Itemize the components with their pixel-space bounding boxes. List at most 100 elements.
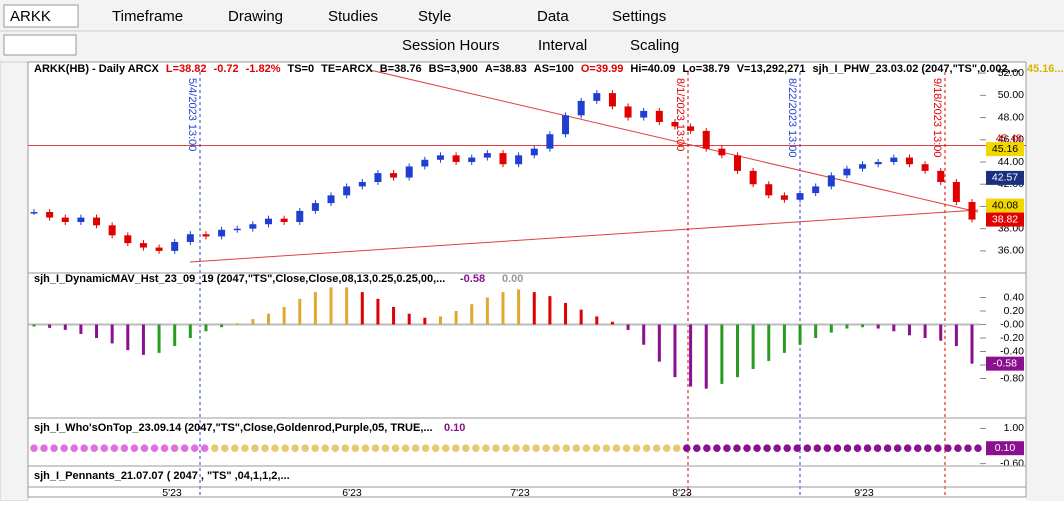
candle — [280, 218, 288, 222]
header-item: TE=ARCX — [321, 63, 373, 75]
dot — [833, 444, 842, 453]
candle — [530, 148, 538, 156]
symbol[interactable]: ARKK — [10, 8, 51, 25]
symbol-box[interactable] — [3, 4, 79, 28]
dot — [642, 444, 651, 453]
dot — [572, 444, 581, 453]
hist-bar — [517, 289, 521, 325]
dot — [823, 444, 832, 453]
hist-bar — [173, 324, 177, 347]
hist-bar — [829, 324, 833, 333]
dot — [331, 444, 340, 453]
dot — [291, 444, 299, 453]
dot — [934, 444, 942, 453]
price-tag-label: 38.82 — [992, 213, 1018, 225]
dot — [492, 444, 500, 453]
candle — [937, 170, 945, 182]
dot — [763, 444, 771, 453]
hist-bar — [923, 324, 927, 338]
dot — [843, 444, 852, 453]
candle — [608, 93, 616, 107]
dot — [110, 444, 119, 453]
candle — [812, 186, 820, 194]
hist-bar — [438, 316, 442, 325]
dot — [472, 444, 480, 453]
candle — [890, 157, 898, 162]
dot — [964, 444, 972, 453]
dot — [502, 444, 510, 453]
candle — [452, 155, 460, 162]
dot — [612, 444, 621, 453]
menu[interactable]: Scaling — [630, 37, 679, 54]
menu[interactable]: Session Hours — [402, 37, 500, 54]
menu[interactable]: Studies — [328, 8, 378, 25]
dot — [251, 444, 259, 453]
candle — [46, 212, 54, 218]
candle — [796, 193, 804, 200]
hist-bar — [595, 316, 599, 325]
dot — [512, 444, 520, 453]
candle — [952, 182, 960, 202]
dot — [150, 444, 159, 453]
candle — [358, 182, 366, 187]
menu[interactable]: Timeframe — [112, 8, 183, 25]
input-box[interactable] — [3, 34, 77, 56]
candle — [499, 153, 507, 165]
menu[interactable]: Data — [537, 8, 569, 25]
menu[interactable]: Drawing — [228, 8, 283, 25]
hist-bar — [220, 324, 224, 328]
marker-label: 5/4/2023 13:00 — [186, 78, 198, 151]
dot — [582, 444, 591, 453]
dot — [451, 444, 460, 453]
dot — [482, 444, 490, 453]
dot — [903, 444, 912, 453]
hist-bar — [313, 292, 317, 325]
menu[interactable]: Settings — [612, 8, 666, 25]
y-tick-label: -0.20 — [1000, 332, 1024, 344]
panel-value: -0.58 — [460, 273, 485, 285]
dot — [893, 444, 902, 453]
candle — [515, 155, 523, 165]
dot — [873, 444, 882, 453]
hist-bar — [329, 287, 333, 325]
value-tag-label: 0.10 — [995, 442, 1016, 454]
dot — [773, 444, 781, 453]
menu[interactable]: Interval — [538, 37, 587, 54]
panel-header: sjh_I_Who'sOnTop_23.09.14 (2047,"TS",Clo… — [34, 422, 433, 434]
header-item: BS=3,900 — [429, 63, 478, 75]
dot — [321, 444, 330, 453]
marker-label: 9/18/2023 13:00 — [931, 78, 943, 158]
hist-bar — [251, 319, 255, 325]
price-tag-label: 42.57 — [992, 172, 1018, 184]
dot — [210, 444, 219, 453]
panel-header: sjh_I_DynamicMAV_Hst_23_09_19 (2047,"TS"… — [34, 273, 445, 285]
header-item: B=38.76 — [380, 63, 422, 75]
hist-bar — [970, 324, 974, 364]
value-tag — [986, 441, 1024, 456]
dot — [271, 444, 279, 453]
dot — [90, 444, 99, 453]
candle — [468, 157, 476, 162]
candle — [483, 153, 491, 158]
dot — [592, 444, 601, 453]
dot — [120, 444, 129, 453]
dot — [311, 444, 319, 453]
hist-bar — [360, 292, 364, 325]
y-tick-label: 52.00 — [998, 67, 1024, 79]
candle — [155, 247, 163, 251]
y-tick-label: 0.40 — [1004, 291, 1025, 303]
price-tag-label: 45.16 — [992, 143, 1018, 155]
dot — [883, 444, 892, 453]
candle — [139, 243, 147, 248]
x-tick-label: 5'23 — [162, 487, 182, 499]
panel-value: 0.00 — [502, 273, 523, 285]
hist-bar — [876, 324, 880, 329]
header-item: -0.72 — [214, 63, 239, 75]
hist-bar — [188, 324, 192, 338]
left-toolbar — [0, 61, 29, 502]
trendline — [369, 69, 979, 213]
candle — [593, 93, 601, 101]
menu[interactable]: Style — [418, 8, 451, 25]
marker-label: 8/22/2023 13:00 — [786, 78, 798, 158]
header-item: AS=100 — [534, 63, 574, 75]
